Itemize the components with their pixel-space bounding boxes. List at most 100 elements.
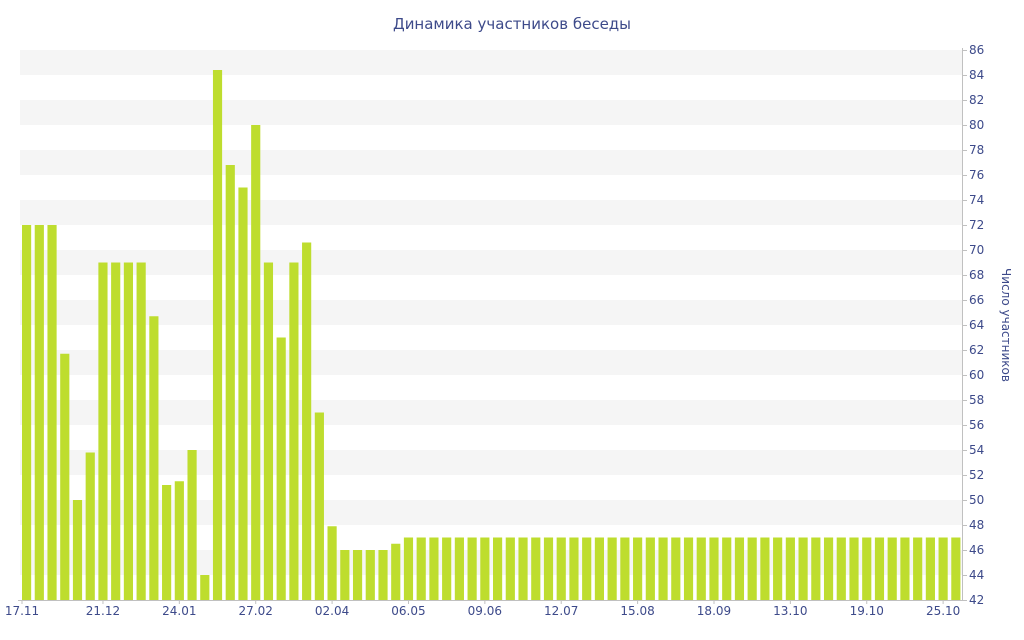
bar: [365, 550, 375, 600]
bar: [569, 537, 579, 600]
bar: [556, 537, 566, 600]
grid-band: [20, 400, 962, 425]
bar: [238, 187, 248, 600]
y-tick-label: 60: [969, 368, 984, 382]
bar: [98, 262, 108, 600]
bar: [200, 575, 210, 600]
bar: [72, 500, 83, 600]
bar: [849, 537, 859, 600]
bar: [136, 262, 146, 600]
bar: [518, 537, 528, 600]
y-tick-label: 54: [969, 443, 984, 457]
bar: [352, 550, 363, 600]
bar: [620, 537, 630, 600]
bar: [391, 543, 401, 600]
grid-band: [20, 250, 962, 275]
bar: [225, 165, 235, 600]
bar: [925, 537, 935, 600]
x-tick-label: 02.04: [315, 604, 349, 618]
grid-band: [20, 350, 962, 375]
bar: [467, 537, 477, 600]
bar: [734, 537, 745, 600]
x-tick-label: 17.11: [5, 604, 39, 618]
y-tick-label: 76: [969, 168, 984, 182]
bar: [340, 550, 350, 600]
y-tick-label: 52: [969, 468, 984, 482]
y-tick-label: 44: [969, 568, 984, 582]
bar: [429, 537, 439, 600]
bar: [773, 537, 783, 600]
bar: [913, 537, 923, 600]
bar: [403, 537, 414, 600]
bar: [951, 537, 961, 600]
y-tick-label: 64: [969, 318, 984, 332]
grid-bands: [20, 50, 962, 575]
x-tick-label: 13.10: [773, 604, 807, 618]
bar: [174, 481, 184, 600]
x-tick-label: 18.09: [697, 604, 731, 618]
bar: [162, 485, 172, 600]
bar: [671, 537, 681, 600]
x-tick-label: 19.10: [850, 604, 884, 618]
grid-band: [20, 100, 962, 125]
y-tick-label: 78: [969, 143, 984, 157]
bar: [760, 537, 770, 600]
bar: [798, 537, 808, 600]
x-tick-label: 09.06: [468, 604, 502, 618]
grid-band: [20, 200, 962, 225]
bar: [785, 537, 795, 600]
bar: [493, 537, 503, 600]
bar: [505, 537, 515, 600]
grid-band: [20, 550, 962, 575]
bar: [531, 537, 541, 600]
bars-group: [22, 70, 961, 600]
bar: [22, 225, 32, 600]
y-axis-title: Число участников: [999, 268, 1013, 382]
bar: [263, 262, 274, 600]
y-tick-label: 56: [969, 418, 984, 432]
grid-band: [20, 50, 962, 75]
bar: [212, 70, 223, 600]
bar: [582, 537, 592, 600]
bar: [607, 537, 617, 600]
x-tick-label: 21.12: [86, 604, 120, 618]
bar: [633, 537, 643, 600]
y-tick-label: 58: [969, 393, 984, 407]
chart-title: Динамика участников беседы: [393, 15, 631, 33]
y-tick-label: 70: [969, 243, 984, 257]
bar: [683, 537, 694, 600]
bar: [149, 316, 159, 600]
x-tick-labels: 17.11 21.12 24.01 27.02 02.04 06.05 09.06 12.07…: [5, 600, 960, 618]
x-tick-label: 27.02: [239, 604, 273, 618]
y-tick-label: 48: [969, 518, 984, 532]
y-tick-label: 46: [969, 543, 984, 557]
bar: [722, 537, 732, 600]
bar: [314, 412, 324, 600]
bar: [111, 262, 121, 600]
bar: [874, 537, 885, 600]
y-tick-label: 72: [969, 218, 984, 232]
bar: [251, 125, 261, 600]
grid-band: [20, 450, 962, 475]
bar: [85, 452, 95, 600]
y-tick-label: 42: [969, 593, 984, 607]
bar: [123, 262, 134, 600]
bar: [47, 225, 57, 600]
x-tick-label: 24.01: [162, 604, 196, 618]
bar: [442, 537, 452, 600]
bar: [887, 537, 897, 600]
bar: [709, 537, 719, 600]
bar: [645, 537, 655, 600]
bar: [823, 537, 834, 600]
y-tick-label: 80: [969, 118, 984, 132]
bar: [836, 537, 846, 600]
y-tick-label: 84: [969, 68, 984, 82]
y-tick-label: 86: [969, 43, 984, 57]
y-tick-label: 50: [969, 493, 984, 507]
grid-band: [20, 500, 962, 525]
x-tick-label: 06.05: [391, 604, 425, 618]
bar: [327, 526, 337, 600]
bar: [747, 537, 757, 600]
bar: [302, 242, 312, 600]
